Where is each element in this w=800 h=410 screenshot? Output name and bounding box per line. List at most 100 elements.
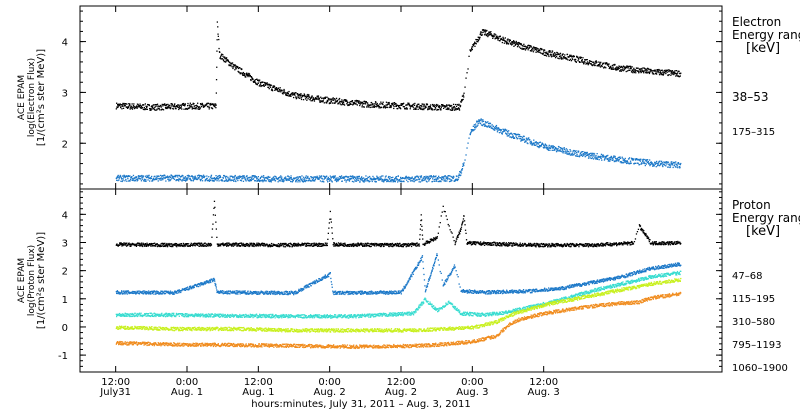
data-point [472, 130, 474, 132]
data-point [190, 175, 192, 178]
data-point [332, 176, 334, 178]
data-point [306, 99, 308, 101]
data-point [163, 177, 165, 179]
data-point [275, 88, 277, 90]
data-point [201, 102, 203, 105]
data-point [583, 154, 585, 156]
data-point [656, 73, 658, 75]
data-point [331, 181, 333, 183]
data-point [573, 150, 575, 152]
data-point [420, 108, 423, 110]
data-point [340, 177, 342, 179]
data-point [351, 244, 353, 247]
data-point [310, 97, 312, 99]
data-point [536, 243, 538, 246]
data-point [177, 179, 180, 181]
data-point [302, 99, 305, 101]
data-point [234, 67, 237, 69]
data-point [184, 179, 186, 181]
data-point [533, 139, 535, 141]
data-point [233, 64, 236, 66]
data-point [622, 68, 624, 70]
data-point [159, 245, 161, 248]
data-point [192, 177, 194, 179]
data-point [155, 178, 157, 180]
data-point [313, 245, 315, 247]
data-point [247, 179, 249, 181]
data-point [119, 174, 121, 177]
data-point [618, 156, 620, 159]
data-point [490, 125, 492, 127]
data-point [671, 73, 673, 75]
data-point [489, 242, 492, 244]
data-point [528, 44, 531, 47]
data-point [204, 180, 206, 182]
data-point [478, 120, 480, 123]
data-point [642, 160, 644, 163]
data-point [152, 180, 154, 182]
data-point [377, 244, 379, 247]
data-point [504, 128, 506, 131]
data-point [195, 177, 197, 179]
data-point [373, 245, 376, 247]
data-point [419, 238, 421, 240]
data-point [216, 66, 218, 68]
data-point [675, 70, 678, 72]
data-point [305, 180, 308, 182]
data-point [514, 244, 516, 246]
data-point [304, 95, 306, 97]
data-point [191, 179, 193, 181]
data-point [375, 101, 377, 103]
data-point [384, 105, 386, 107]
data-point [397, 181, 399, 183]
data-point [328, 227, 330, 229]
data-point [363, 103, 365, 105]
data-point [627, 65, 629, 67]
data-point [146, 105, 148, 108]
data-point [394, 102, 396, 105]
data-point [227, 178, 229, 180]
data-point [417, 176, 419, 178]
data-point [550, 244, 553, 246]
data-point [605, 157, 607, 159]
data-point [184, 177, 186, 179]
data-point [405, 108, 407, 110]
data-point [525, 244, 528, 246]
data-point [451, 109, 454, 111]
data-point [238, 243, 240, 245]
data-point [544, 51, 546, 54]
data-point [523, 45, 525, 48]
data-point [459, 105, 462, 107]
data-point [532, 47, 534, 49]
data-point [349, 103, 351, 105]
data-point [230, 243, 232, 245]
data-point [258, 178, 260, 180]
data-point [415, 179, 417, 181]
data-point [262, 179, 264, 182]
data-point [375, 243, 377, 245]
data-point [530, 140, 532, 142]
data-point [208, 244, 211, 246]
data-point [580, 61, 582, 63]
data-point [234, 174, 236, 177]
data-point [386, 178, 388, 181]
data-point [178, 178, 180, 180]
data-point [542, 143, 544, 145]
data-point [261, 244, 263, 247]
data-point [351, 178, 353, 180]
data-point [257, 176, 259, 178]
data-point [542, 246, 544, 248]
data-point [417, 108, 419, 110]
data-point [614, 160, 616, 162]
data-point [200, 178, 202, 181]
data-point [637, 70, 639, 72]
data-point [546, 148, 548, 150]
data-point [576, 55, 578, 57]
data-point [398, 180, 400, 182]
data-point [395, 243, 397, 245]
data-point [402, 177, 404, 179]
data-point [519, 138, 521, 140]
data-point [248, 177, 250, 179]
data-point [534, 245, 536, 247]
data-point [181, 174, 183, 177]
